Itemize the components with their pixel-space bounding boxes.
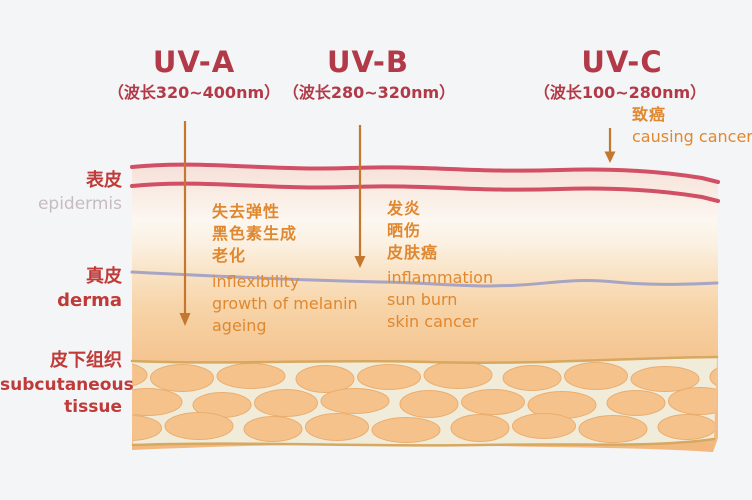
derma-label-cn: 真皮 bbox=[86, 266, 122, 287]
epidermis-surface-line-2 bbox=[130, 181, 720, 203]
effect-line: ageing bbox=[212, 316, 267, 335]
uv-a-effects-cn: 失去弹性 黑色素生成 老化 bbox=[212, 201, 297, 267]
effect-line: 失去弹性 bbox=[212, 202, 281, 221]
fat-cells bbox=[132, 361, 717, 443]
uv-a-wavelength: （波长320~400nm） bbox=[107, 83, 281, 102]
effect-line: 发炎 bbox=[387, 199, 422, 218]
uv-c-wavelength: （波长100~280nm） bbox=[533, 83, 707, 102]
effect-line: skin cancer bbox=[387, 312, 479, 331]
uv-a-title: UV-A bbox=[152, 45, 236, 79]
uv-b-title: UV-B bbox=[326, 45, 410, 79]
effect-line: growth of melanin bbox=[212, 294, 358, 313]
derma-label-en: derma bbox=[57, 290, 122, 311]
uv-b-effects-cn: 发炎 晒伤 皮肤癌 bbox=[387, 198, 438, 264]
epidermis-surface-line-1 bbox=[130, 162, 720, 184]
uv-b-effects-en: inflammation sun burn skin cancer bbox=[387, 267, 493, 333]
uv-c-effect-en: causing cancer bbox=[632, 127, 752, 146]
subcutaneous-label-en: subcutaneous tissue bbox=[0, 375, 134, 417]
derma-boundary-line bbox=[130, 270, 719, 288]
effect-line: 皮肤癌 bbox=[387, 243, 439, 262]
uv-a-effects-en: inflexibility growth of melanin ageing bbox=[212, 271, 358, 337]
epidermis-label-en: epidermis bbox=[37, 194, 122, 214]
effect-line: sun burn bbox=[387, 290, 458, 309]
effect-line: inflammation bbox=[387, 268, 494, 287]
uv-c-arrow bbox=[604, 128, 616, 163]
uv-c-title: UV-C bbox=[581, 45, 663, 79]
subcutaneous-top-line bbox=[130, 355, 719, 364]
epidermis-label-cn: 表皮 bbox=[86, 170, 122, 191]
uv-b-wavelength: （波长280~320nm） bbox=[282, 83, 456, 102]
uv-b-arrow bbox=[354, 125, 366, 268]
effect-line: 黑色素生成 bbox=[212, 224, 298, 243]
effect-line: inflexibility bbox=[212, 272, 300, 291]
effect-line: 老化 bbox=[212, 246, 247, 265]
uv-c-effect-cn: 致癌 bbox=[632, 105, 667, 124]
uv-a-arrow bbox=[179, 121, 191, 326]
subcutaneous-bottom-line bbox=[131, 437, 716, 447]
effect-line: 晒伤 bbox=[387, 221, 422, 240]
subcutaneous-label-cn: 皮下组织 bbox=[50, 350, 122, 371]
